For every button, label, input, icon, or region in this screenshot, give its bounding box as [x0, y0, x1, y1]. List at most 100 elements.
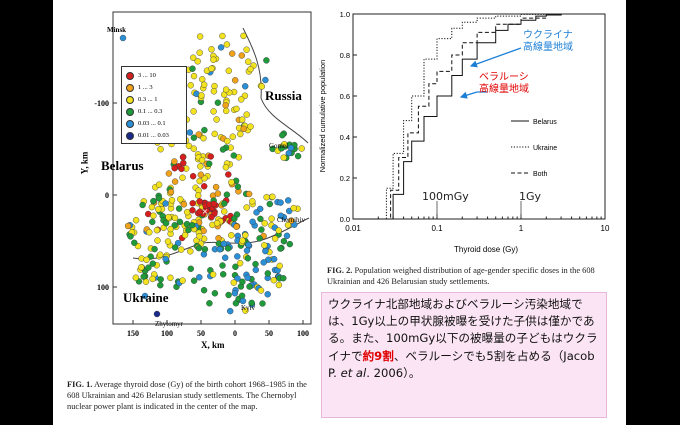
settlement-dot — [270, 255, 278, 263]
settlement-dot — [280, 275, 287, 282]
settlement-dot — [149, 260, 156, 267]
settlement-dot — [258, 83, 266, 90]
settlement-dot — [214, 190, 222, 197]
settlement-dot — [140, 273, 147, 280]
settlement-dot — [206, 300, 213, 307]
fig2-caption-label: FIG. 2. — [327, 266, 353, 275]
settlement-dot — [219, 271, 227, 278]
settlement-dot — [195, 244, 203, 252]
settlement-dot — [258, 226, 265, 233]
settlement-dot — [237, 96, 245, 103]
legend-item: 0.03 ... 0.1 — [122, 118, 186, 129]
settlement-dot — [157, 276, 164, 283]
legend-label: 0.03 ... 0.1 — [138, 120, 166, 127]
settlement-dot — [210, 56, 217, 63]
settlement-dot — [264, 270, 272, 277]
settlement-dot — [240, 32, 247, 40]
settlement-dot — [286, 240, 294, 248]
settlement-dot — [246, 283, 253, 290]
settlement-dot — [253, 209, 260, 216]
place-zhytomyr: Zhytomyr — [155, 320, 183, 328]
settlement-dot — [212, 183, 220, 191]
settlement-dot — [256, 235, 263, 242]
annotation-ukraine-line1: ウクライナ — [523, 30, 573, 41]
marker-1gy-label: 1Gy — [519, 190, 542, 203]
settlement-dot — [154, 237, 161, 244]
settlement-dot — [150, 212, 157, 219]
settlement-dot — [243, 111, 250, 118]
settlement-dot — [208, 213, 215, 221]
settlement-dot — [164, 238, 172, 245]
settlement-dot — [216, 246, 224, 253]
legend-label: 1 ... 3 — [138, 84, 153, 91]
settlement-dot — [252, 266, 260, 274]
settlement-dot — [185, 226, 192, 234]
settlement-dot — [197, 163, 204, 170]
fig1-x-tick-label: 150 — [127, 329, 139, 338]
settlement-dot — [149, 275, 156, 283]
settlement-dot — [280, 154, 287, 161]
settlement-dot — [157, 145, 164, 153]
legend-item: 3 ... 10 — [122, 70, 186, 81]
chart-y-tick-label: 0.4 — [340, 133, 350, 142]
settlement-dot — [167, 225, 174, 233]
settlement-dot — [268, 215, 275, 222]
settlement-dot — [132, 274, 139, 281]
settlement-dot — [239, 237, 246, 244]
place-gomel: Gomel — [269, 142, 289, 150]
legend-label: 0.1 ... 0.3 — [138, 108, 163, 115]
legend-item: 0.01 ... 0.03 — [122, 130, 186, 141]
settlement-dot — [145, 264, 152, 271]
settlement-dot — [279, 131, 286, 139]
settlement-dot — [224, 245, 232, 252]
settlement-dot — [187, 248, 194, 255]
legend-label: 0.3 ... 1 — [138, 96, 158, 103]
settlement-dot — [228, 50, 236, 57]
settlement-dot — [181, 231, 189, 239]
settlement-dot — [269, 193, 276, 201]
annotation-ukraine-line2: 高線量地域 — [523, 42, 573, 53]
settlement-dot — [194, 58, 201, 65]
settlement-dot — [270, 277, 278, 284]
settlement-dot — [249, 198, 256, 205]
settlement-dot — [276, 262, 283, 270]
settlement-dot — [197, 171, 205, 178]
settlement-dot — [239, 278, 246, 285]
chart-y-tick-label: 0.8 — [340, 51, 350, 60]
cumulative-dose-chart: 0.01 0.1 1 10 0.0 0.2 0.4 0.6 0.8 1.0 Belarus Ukra… — [318, 10, 610, 254]
city-dot — [119, 34, 127, 42]
settlement-dot — [155, 195, 163, 202]
chart-x-tick-label: 10 — [601, 224, 610, 233]
legend-swatch — [126, 107, 134, 116]
settlement-dot — [233, 105, 240, 113]
settlement-dot — [131, 239, 138, 247]
settlement-dot — [243, 46, 250, 53]
settlement-dot — [217, 44, 225, 51]
npp-marker: × — [202, 207, 209, 216]
settlement-dot — [247, 65, 254, 73]
settlement-dot — [200, 81, 208, 88]
settlement-dot — [219, 262, 226, 269]
settlement-dot — [196, 274, 203, 281]
settlement-dot — [188, 221, 196, 229]
settlement-dot — [162, 219, 170, 227]
marker-100mgy-label: 100mGy — [422, 190, 469, 203]
fig1-x-tick-label: 50 — [197, 329, 205, 338]
settlement-dot — [223, 41, 231, 48]
settlement-dot — [179, 174, 186, 181]
settlement-dot — [168, 197, 176, 204]
settlement-dot — [263, 193, 270, 201]
settlement-dot — [189, 54, 197, 61]
settlement-dot — [151, 245, 158, 253]
settlement-dot — [190, 134, 198, 141]
settlement-dot — [285, 207, 293, 215]
settlement-dot — [209, 271, 217, 278]
series-line-belarus — [353, 14, 562, 220]
settlement-dot — [178, 165, 185, 173]
settlement-dot — [187, 265, 195, 272]
settlement-dot — [280, 237, 288, 245]
settlement-dot — [155, 181, 163, 188]
settlement-dot — [179, 154, 187, 161]
settlement-dot — [230, 279, 238, 286]
settlement-dot — [200, 183, 208, 190]
